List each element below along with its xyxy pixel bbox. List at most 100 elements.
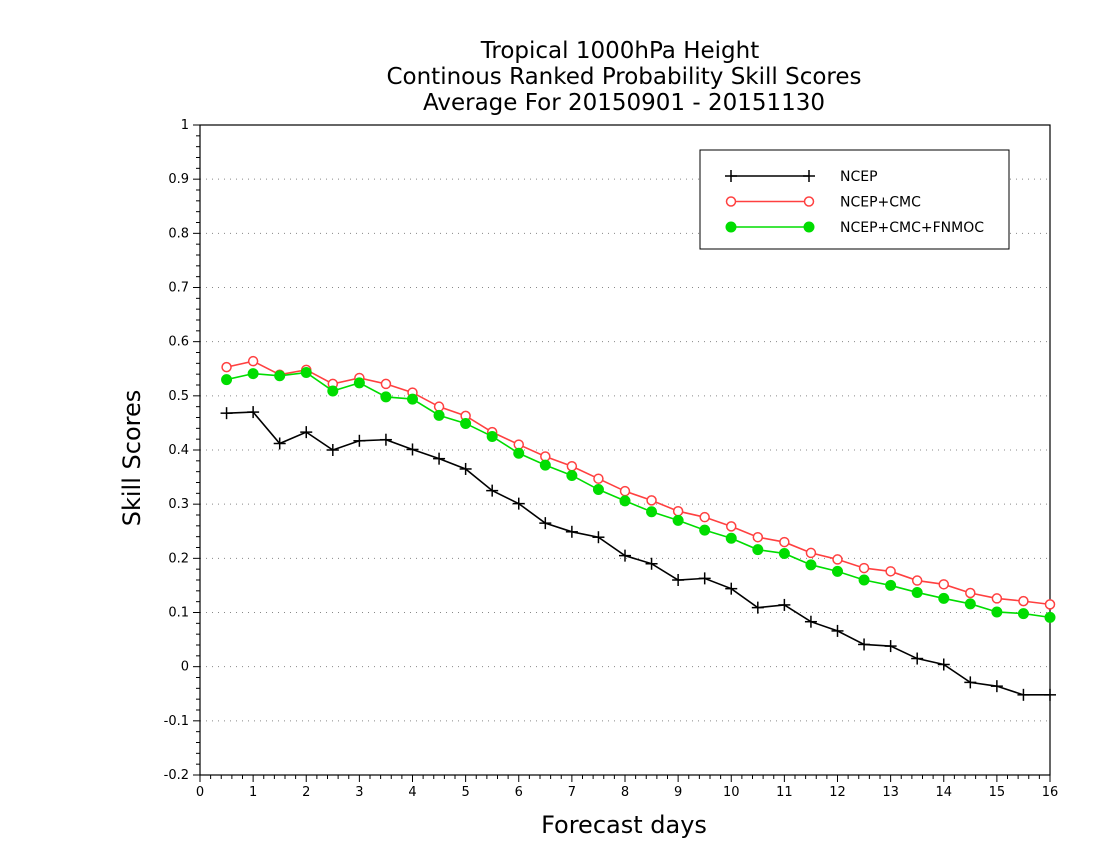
x-tick-label: 3 xyxy=(355,785,363,800)
x-tick-label: 4 xyxy=(408,785,416,800)
data-point xyxy=(486,484,499,497)
data-point xyxy=(965,587,976,599)
data-point xyxy=(1017,608,1029,620)
y-axis-label: Skill Scores xyxy=(118,390,146,527)
y-tick-label: 0.7 xyxy=(168,281,189,296)
data-point xyxy=(592,484,604,496)
data-point xyxy=(274,370,286,382)
data-point xyxy=(911,586,923,598)
data-point xyxy=(619,549,631,562)
y-tick-label: 0 xyxy=(181,660,189,675)
legend-marker xyxy=(803,196,815,207)
x-tick-label: 6 xyxy=(515,785,523,800)
data-point xyxy=(938,592,950,604)
y-tick-label: 0.1 xyxy=(168,606,189,621)
data-point xyxy=(752,544,764,556)
data-point xyxy=(433,409,445,421)
data-point xyxy=(645,557,658,570)
data-point xyxy=(938,579,949,590)
y-tick-label: 0.3 xyxy=(168,497,189,512)
data-point xyxy=(699,511,710,523)
data-point xyxy=(991,606,1003,618)
data-point xyxy=(752,531,764,543)
data-point xyxy=(433,452,446,465)
data-point xyxy=(593,473,604,484)
legend-marker xyxy=(725,221,737,233)
data-point xyxy=(885,566,896,577)
data-point xyxy=(884,640,897,653)
x-tick-label: 8 xyxy=(621,785,629,800)
data-point xyxy=(1044,611,1056,623)
data-point xyxy=(858,574,870,586)
data-point xyxy=(911,575,923,586)
x-tick-label: 11 xyxy=(776,785,793,800)
legend-marker xyxy=(725,170,737,182)
data-point xyxy=(326,444,339,456)
data-point xyxy=(672,574,685,586)
data-point xyxy=(619,485,631,497)
title-line-1: Tropical 1000hPa Height xyxy=(480,38,760,64)
legend-marker xyxy=(725,196,737,207)
data-point xyxy=(220,407,233,420)
data-point xyxy=(885,579,897,591)
data-point xyxy=(726,521,737,532)
data-point xyxy=(858,638,871,651)
data-point xyxy=(805,559,817,571)
data-point xyxy=(964,598,976,610)
data-point xyxy=(273,437,286,450)
x-axis-label: Forecast days xyxy=(541,811,707,839)
y-tick-label: 0.6 xyxy=(168,335,189,350)
data-point xyxy=(698,572,711,585)
legend-marker xyxy=(803,170,815,182)
data-point xyxy=(592,531,605,544)
data-point xyxy=(380,391,392,403)
data-point xyxy=(513,439,524,450)
data-point xyxy=(699,524,711,536)
data-point xyxy=(512,497,525,510)
data-point xyxy=(247,355,259,367)
data-point xyxy=(990,680,1003,693)
data-point xyxy=(539,517,552,530)
data-point xyxy=(991,593,1003,604)
data-point xyxy=(964,676,977,689)
series-ncep-cmc-fnmoc xyxy=(221,367,1056,623)
legend-box xyxy=(699,149,1010,250)
data-point xyxy=(406,443,419,456)
data-point xyxy=(646,506,658,518)
data-point xyxy=(805,547,817,559)
legend-label: NCEP+CMC xyxy=(840,195,921,211)
legend-marker xyxy=(803,221,815,233)
data-point xyxy=(937,658,950,671)
legend-entries: NCEP NCEP+CMC NCEP+CMC+FNMOC xyxy=(725,169,984,236)
y-tick-label: -0.1 xyxy=(164,714,189,729)
data-point xyxy=(539,459,551,471)
legend: NCEP NCEP+CMC NCEP+CMC+FNMOC xyxy=(699,149,1010,250)
legend-label: NCEP+CMC+FNMOC xyxy=(840,220,984,236)
data-point xyxy=(566,469,578,481)
title-line-2: Continous Ranked Probability Skill Score… xyxy=(386,64,861,90)
data-point xyxy=(353,377,365,389)
data-point xyxy=(566,461,578,472)
data-point xyxy=(540,451,551,462)
data-point xyxy=(646,495,657,506)
data-point xyxy=(1017,688,1030,701)
data-point xyxy=(407,393,418,405)
data-point xyxy=(778,598,791,611)
y-tick-label: 0.8 xyxy=(168,226,189,241)
x-tick-label: 5 xyxy=(461,785,469,800)
data-point xyxy=(804,615,817,628)
data-point xyxy=(300,426,313,439)
data-point xyxy=(379,433,392,446)
chart-title: Tropical 1000hPa Height Continous Ranked… xyxy=(386,38,861,116)
data-series xyxy=(220,355,1056,701)
data-point xyxy=(1044,688,1056,701)
data-point xyxy=(831,624,844,637)
data-point xyxy=(858,562,870,574)
data-point xyxy=(247,406,260,419)
plot-frame xyxy=(199,124,1051,776)
x-tick-label: 12 xyxy=(829,785,846,800)
legend-entry: NCEP xyxy=(725,169,878,185)
data-point xyxy=(513,447,525,459)
title-line-3: Average For 20150901 - 20151130 xyxy=(423,90,825,116)
